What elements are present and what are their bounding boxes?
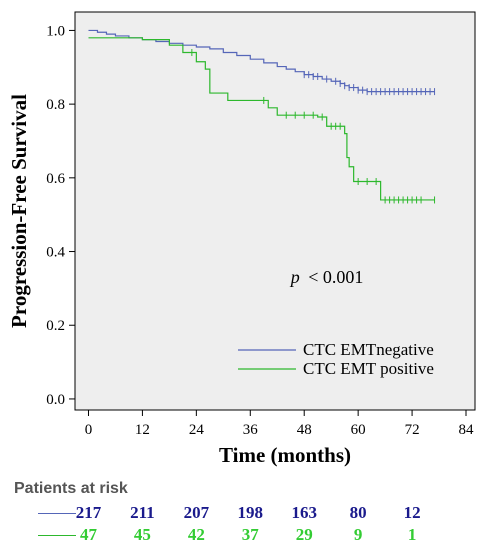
at-risk-row: 217 211 207 198 163 80 12	[0, 503, 481, 523]
series-group	[88, 29, 436, 204]
at-risk-count: 217	[75, 503, 102, 522]
x-tick-label: 84	[459, 422, 475, 438]
survival-chart: 0 12 24 36 48 60 72 84 0.0 0.2 0.4 0.6 0.8 1.0 Progre…	[7, 11, 476, 467]
x-tick-label: 48	[297, 422, 312, 438]
at-risk-line	[38, 535, 76, 536]
p-value: < 0.001	[308, 267, 363, 287]
at-risk-count: 211	[130, 503, 155, 522]
x-tick-label: 60	[351, 422, 366, 438]
y-tick-label: 0.8	[46, 97, 65, 113]
at-risk-count: 45	[133, 525, 151, 544]
at-risk-count: 12	[403, 503, 421, 522]
x-tick-label: 36	[243, 422, 259, 438]
at-risk-count: 80	[349, 503, 367, 522]
y-tick-label: 0.4	[46, 245, 65, 261]
y-tick-label: 0.6	[46, 171, 65, 187]
y-tick-label: 0.2	[46, 318, 65, 334]
at-risk-row: 47 45 42 37 29 9 1	[0, 525, 481, 545]
at-risk-count: 163	[291, 503, 317, 522]
x-tick-label: 72	[405, 422, 420, 438]
p-value-annotation: p < 0.001	[289, 267, 364, 287]
y-tick-label: 0.0	[46, 392, 65, 408]
at-risk-count: 42	[187, 525, 205, 544]
x-tick-label: 12	[135, 422, 150, 438]
at-risk-count: 1	[407, 525, 417, 544]
x-axis-title: Time (months)	[219, 443, 351, 467]
at-risk-count: 207	[183, 503, 210, 522]
at-risk-count: 29	[295, 525, 313, 544]
at-risk-count: 37	[241, 525, 259, 544]
at-risk-title: Patients at risk	[14, 480, 128, 497]
axes: 0 12 24 36 48 60 72 84 0.0 0.2 0.4 0.6 0.8 1.0	[46, 23, 474, 438]
series-line-1	[88, 37, 435, 201]
at-risk-count: 9	[353, 525, 363, 544]
at-risk-count: 47	[79, 525, 97, 544]
x-tick-label: 24	[189, 422, 205, 438]
y-axis-title: Progression-Free Survival	[7, 94, 31, 328]
y-tick-label: 1.0	[46, 23, 65, 39]
legend-label: CTC EMTnegative	[303, 340, 434, 359]
at-risk-line	[38, 513, 76, 514]
p-symbol: p	[289, 267, 300, 287]
legend-label: CTC EMT positive	[303, 359, 434, 378]
plot-area	[74, 11, 476, 411]
at-risk-count: 198	[237, 503, 264, 522]
x-tick-label: 0	[85, 422, 93, 438]
